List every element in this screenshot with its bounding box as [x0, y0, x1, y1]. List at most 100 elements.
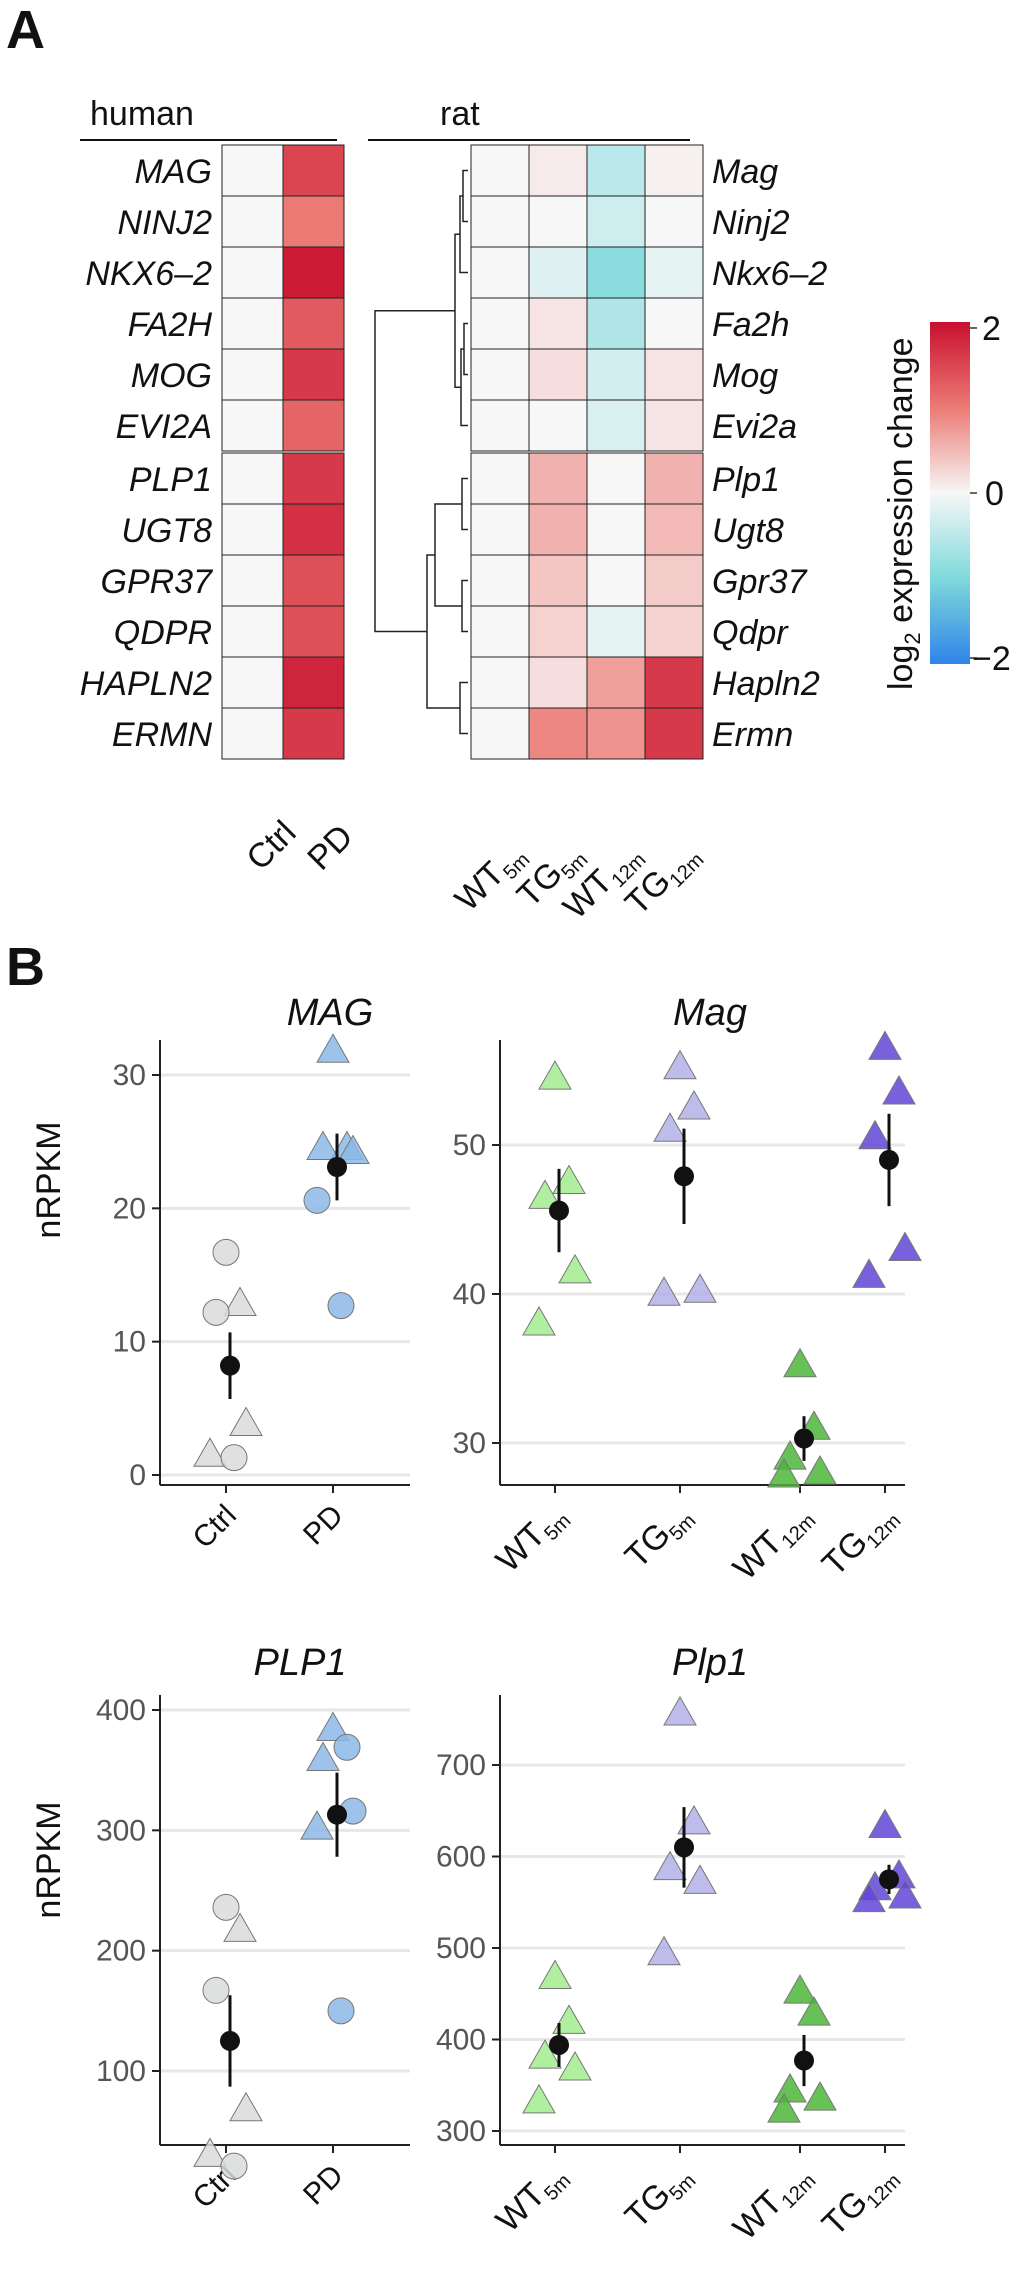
- gene-label-rat: Qdpr: [712, 614, 789, 652]
- x-tick-label: TG5m: [618, 2156, 701, 2239]
- gene-label-human: NKX6–2: [85, 255, 212, 293]
- dendrogram-branch: [426, 554, 460, 709]
- mean-point: [879, 1869, 899, 1890]
- gene-label-human: ERMN: [112, 716, 213, 754]
- heat-cell-rat: [470, 656, 530, 709]
- x-tick-label: WT5m: [489, 1496, 576, 1583]
- heat-cell-rat: [470, 452, 530, 505]
- heat-cell-rat: [528, 348, 588, 401]
- data-point-triangle: [528, 2039, 562, 2069]
- heat-cell-rat: [528, 554, 588, 607]
- data-point-circle: [327, 1997, 355, 2025]
- column-label-human: Ctrl: [239, 813, 303, 877]
- data-point-circle: [327, 1292, 355, 1320]
- heat-cell-human: [221, 195, 284, 248]
- data-point-triangle: [683, 1273, 717, 1303]
- heat-cell-rat: [586, 144, 646, 197]
- heat-cell-rat: [586, 656, 646, 709]
- heat-cell-rat: [644, 707, 704, 760]
- heat-cell-rat: [586, 503, 646, 556]
- heat-cell-rat: [586, 246, 646, 299]
- mean-point: [327, 1804, 347, 1825]
- heat-cell-rat: [470, 399, 530, 452]
- plot-title: Mag: [673, 992, 747, 1034]
- mean-point: [674, 1166, 694, 1187]
- heat-cell-human: [282, 554, 345, 607]
- human-label: human: [90, 95, 194, 133]
- gene-label-rat: Ermn: [712, 716, 793, 754]
- heat-cell-rat: [586, 605, 646, 658]
- heat-cell-human: [282, 195, 345, 248]
- heat-cell-human: [221, 503, 284, 556]
- heat-cell-human: [282, 144, 345, 197]
- x-tick-label: Ctrl: [187, 1499, 243, 1555]
- data-point-triangle: [522, 2083, 556, 2114]
- heat-cell-rat: [644, 452, 704, 505]
- heat-cell-rat: [586, 348, 646, 401]
- mean-point: [220, 2030, 240, 2051]
- y-tick-label: 400: [96, 1694, 146, 1727]
- heat-cell-human: [221, 144, 284, 197]
- data-point-triangle: [229, 1406, 263, 1437]
- mean-point: [549, 1200, 569, 1221]
- mean-point: [327, 1157, 347, 1177]
- gene-label-rat: Hapln2: [712, 665, 820, 703]
- data-point-triangle: [552, 2004, 586, 2034]
- gene-label-human: FA2H: [128, 306, 213, 344]
- data-point-circle: [303, 1186, 331, 1214]
- heat-cell-rat: [644, 399, 704, 452]
- dendrogram-branch: [434, 503, 462, 607]
- data-point-triangle: [868, 1808, 902, 1839]
- heat-cell-human: [282, 452, 345, 505]
- y-tick-label: 30: [113, 1059, 146, 1092]
- heat-cell-human: [221, 707, 284, 760]
- x-tick-label: WT12m: [726, 2156, 821, 2251]
- heat-cell-human: [221, 605, 284, 658]
- colorbar-tick-max: 2: [982, 310, 1001, 348]
- gene-label-human: MOG: [131, 357, 212, 395]
- y-tick-label: 50: [453, 1129, 486, 1162]
- data-point-triangle: [677, 1089, 711, 1120]
- heat-cell-rat: [644, 503, 704, 556]
- y-tick-label: 300: [436, 2115, 486, 2148]
- data-point-triangle: [773, 2072, 807, 2103]
- heatmap-human: MAG NINJ2 NKX6–2 FA2H MOG EVI2A PLP1 UGT8 GPR37 Q…: [80, 144, 361, 878]
- data-point-triangle: [552, 1164, 586, 1194]
- heat-cell-rat: [586, 554, 646, 607]
- data-point-circle: [220, 1444, 248, 1472]
- data-point-triangle: [677, 1804, 711, 1835]
- heat-cell-human: [282, 503, 345, 556]
- gene-label-rat: Mag: [712, 153, 778, 191]
- heat-cell-rat: [644, 656, 704, 709]
- y-tick-label: 30: [453, 1427, 486, 1460]
- dendrogram-branch: [461, 477, 468, 531]
- mean-point: [549, 2034, 569, 2055]
- data-point-circle: [202, 1298, 230, 1326]
- x-tick-label: TG5m: [618, 1496, 701, 1579]
- panel-label-a: A: [6, 0, 45, 60]
- dendrogram-branch: [374, 310, 455, 633]
- y-tick-label: 100: [96, 2055, 146, 2088]
- plot-title: Plp1: [672, 1642, 748, 1684]
- data-point-triangle: [538, 1959, 572, 1989]
- data-point-triangle: [229, 2091, 263, 2122]
- y-tick-label: 600: [436, 1841, 486, 1874]
- heat-cell-rat: [644, 605, 704, 658]
- x-tick-label: WT12m: [726, 1496, 821, 1591]
- data-point-triangle: [888, 1878, 922, 1909]
- heat-cell-rat: [644, 297, 704, 350]
- gene-label-human: MAG: [135, 153, 212, 191]
- rat-label: rat: [440, 95, 480, 133]
- data-point-triangle: [783, 1347, 817, 1378]
- mean-point: [674, 1837, 694, 1858]
- data-point-triangle: [558, 1253, 592, 1284]
- heat-cell-human: [282, 656, 345, 709]
- heat-cell-human: [282, 297, 345, 350]
- heat-cell-human: [282, 246, 345, 299]
- heat-cell-human: [221, 348, 284, 401]
- data-point-triangle: [858, 1119, 892, 1150]
- heat-cell-rat: [644, 195, 704, 248]
- x-tick-label: TG12m: [815, 1496, 906, 1587]
- dendrogram-branch: [459, 195, 468, 274]
